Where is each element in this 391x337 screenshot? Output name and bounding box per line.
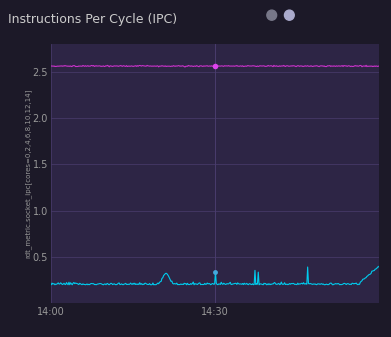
Text: Instructions Per Cycle (IPC): Instructions Per Cycle (IPC) xyxy=(8,13,177,27)
Y-axis label: rdt_metric.socket_ipc[cores=0,2,4,6,8,10,12,14]: rdt_metric.socket_ipc[cores=0,2,4,6,8,10… xyxy=(24,89,31,258)
